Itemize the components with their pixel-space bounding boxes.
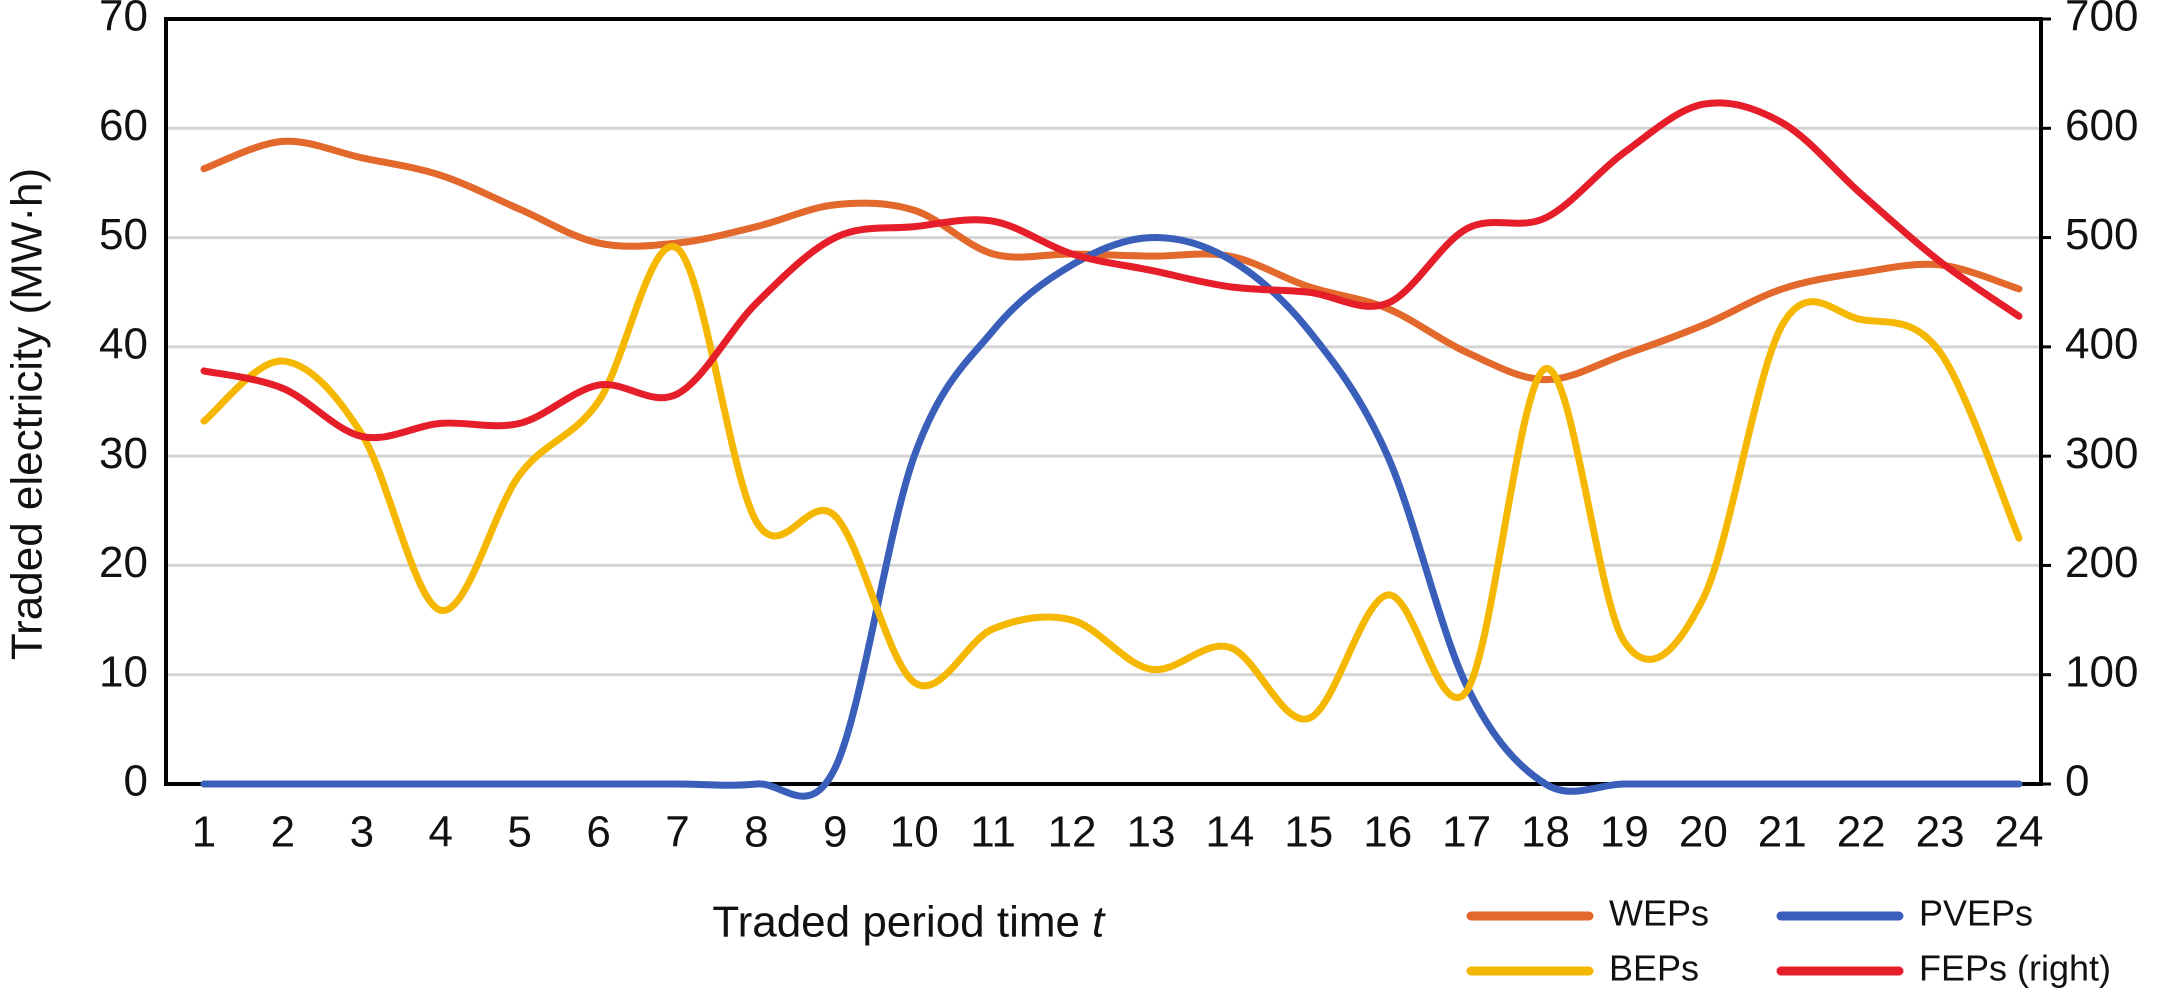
y-tick-label: 60 bbox=[99, 101, 148, 150]
x-tick-label: 11 bbox=[970, 808, 1016, 857]
x-tick-label: 3 bbox=[350, 808, 374, 857]
x-tick-label: 24 bbox=[1995, 808, 2044, 857]
y-axis-label: Traded electricity (MW·h) bbox=[3, 168, 52, 660]
y2-tick-label: 500 bbox=[2065, 210, 2138, 259]
y2-tick-label: 600 bbox=[2065, 101, 2138, 150]
x-tick-label: 2 bbox=[271, 808, 295, 857]
x-tick-label: 20 bbox=[1679, 808, 1728, 857]
x-tick-label: 1 bbox=[192, 808, 216, 857]
x-tick-label: 15 bbox=[1284, 808, 1333, 857]
x-axis-label: Traded period time bbox=[712, 898, 1080, 947]
y2-tick-label: 100 bbox=[2065, 647, 2138, 696]
x-tick-label: 7 bbox=[665, 808, 689, 857]
plot-frame bbox=[164, 17, 2043, 786]
x-tick-label: 6 bbox=[586, 808, 610, 857]
x-tick-label: 19 bbox=[1600, 808, 1649, 857]
x-tick-label: 13 bbox=[1126, 808, 1175, 857]
x-tick-label: 17 bbox=[1442, 808, 1491, 857]
legend-label: FEPs (right) bbox=[1919, 948, 2111, 989]
y-tick-label: 10 bbox=[99, 647, 148, 696]
x-tick-label: 14 bbox=[1205, 808, 1254, 857]
x-tick-label: 8 bbox=[744, 808, 768, 857]
x-tick-label: 12 bbox=[1048, 808, 1097, 857]
y-tick-label: 70 bbox=[99, 0, 148, 41]
legend-label: PVEPs bbox=[1919, 893, 2033, 934]
legend-label: BEPs bbox=[1609, 948, 1699, 989]
x-tick-label: 16 bbox=[1363, 808, 1412, 857]
x-tick-label: 4 bbox=[428, 808, 452, 857]
y2-tick-label: 200 bbox=[2065, 538, 2138, 587]
x-axis-label-symbol: t bbox=[1092, 898, 1106, 947]
x-tick-label: 23 bbox=[1916, 808, 1965, 857]
x-tick-label: 21 bbox=[1758, 808, 1807, 857]
series-line bbox=[200, 242, 2023, 723]
x-tick-label: 10 bbox=[890, 808, 939, 857]
legend-label: WEPs bbox=[1609, 893, 1709, 934]
y-tick-label: 40 bbox=[99, 319, 148, 368]
y-tick-label: 20 bbox=[99, 538, 148, 587]
series-line bbox=[200, 137, 2023, 384]
x-tick-label: 18 bbox=[1521, 808, 1570, 857]
y-tick-label: 30 bbox=[99, 429, 148, 478]
y-tick-label: 50 bbox=[99, 210, 148, 259]
y2-tick-label: 400 bbox=[2065, 319, 2138, 368]
x-tick-label: 9 bbox=[823, 808, 847, 857]
series-line bbox=[200, 99, 2023, 442]
x-tick-label: 22 bbox=[1837, 808, 1886, 857]
series-line bbox=[200, 234, 2023, 800]
y-tick-label: 0 bbox=[124, 757, 148, 806]
y2-tick-label: 700 bbox=[2065, 0, 2138, 41]
x-tick-label: 5 bbox=[507, 808, 531, 857]
y2-tick-label: 300 bbox=[2065, 429, 2138, 478]
y2-tick-label: 0 bbox=[2065, 757, 2089, 806]
